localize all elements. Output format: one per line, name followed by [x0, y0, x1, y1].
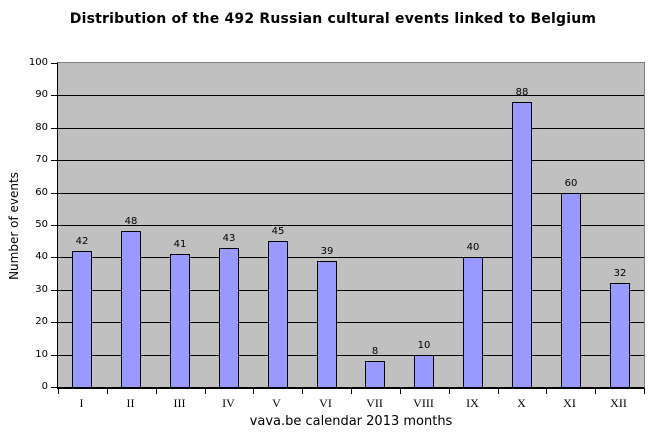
bar [170, 254, 190, 387]
bar-value-label: 45 [271, 226, 285, 237]
plot-area: 42 48 41 43 45 39 8 10 40 88 60 32 [57, 62, 645, 389]
bar-value-label: 88 [515, 87, 529, 98]
gridline [58, 127, 644, 129]
bar-value-label: 48 [124, 216, 138, 227]
bar [561, 193, 581, 387]
x-tick-label: VIII [413, 396, 434, 410]
y-axis-tick [51, 387, 57, 388]
y-axis-tick [51, 355, 57, 356]
x-axis-label: vava.be calendar 2013 months [249, 414, 453, 429]
x-tick-label: X [517, 396, 526, 410]
y-tick-label: 40 [35, 251, 48, 262]
x-tick-label: IV [222, 396, 235, 410]
y-axis-tick [51, 160, 57, 161]
x-axis-tick [400, 389, 401, 394]
bar-value-label: 43 [222, 233, 236, 244]
y-axis-tick [51, 63, 57, 64]
x-tick-label: VII [366, 396, 383, 410]
y-tick-label: 100 [28, 57, 48, 68]
bar-value-label: 32 [613, 268, 627, 279]
y-axis-tick [51, 225, 57, 226]
gridline [58, 192, 644, 194]
x-tick-label: V [272, 396, 281, 410]
x-axis-tick [449, 389, 450, 394]
y-tick-label: 20 [35, 316, 48, 327]
bar-value-label: 40 [466, 242, 480, 253]
x-axis-tick [156, 389, 157, 394]
x-tick-label: III [173, 396, 186, 410]
bar [72, 251, 92, 387]
y-axis-tick [51, 290, 57, 291]
bar [317, 261, 337, 387]
y-axis-tick [51, 95, 57, 96]
y-tick-label: 30 [35, 284, 48, 295]
x-tick-label: VI [319, 396, 332, 410]
bar-value-label: 60 [564, 178, 578, 189]
bar-value-label: 42 [75, 236, 89, 247]
bar [414, 355, 434, 387]
x-tick-label: I [79, 396, 84, 410]
y-axis-tick [51, 322, 57, 323]
x-axis-tick [498, 389, 499, 394]
x-tick-label: XII [610, 396, 627, 410]
bar [219, 248, 239, 387]
y-axis-tick [51, 193, 57, 194]
x-axis-tick [205, 389, 206, 394]
gridline [58, 225, 644, 226]
bar [610, 283, 630, 387]
gridline [58, 354, 644, 356]
gridline [58, 257, 644, 259]
x-tick-label: II [126, 396, 135, 410]
x-axis-tick [351, 389, 352, 394]
gridline [58, 322, 644, 324]
x-axis-tick [546, 389, 547, 394]
x-tick-label: XI [563, 396, 576, 410]
y-tick-label: 60 [35, 187, 48, 198]
x-axis-tick [595, 389, 596, 394]
y-tick-label: 0 [41, 381, 48, 392]
bar [512, 102, 532, 387]
x-axis-tick [644, 389, 645, 394]
y-axis-tick [51, 257, 57, 258]
bar [365, 361, 385, 387]
y-tick-label: 80 [35, 122, 48, 133]
gridline [58, 289, 644, 291]
y-tick-label: 90 [35, 89, 48, 100]
bar-value-label: 39 [320, 246, 334, 257]
bar [463, 257, 483, 387]
gridline [58, 160, 644, 162]
bar [268, 241, 288, 387]
bar-value-label: 8 [371, 346, 379, 357]
y-tick-label: 70 [35, 154, 48, 165]
y-tick-label: 50 [35, 219, 48, 230]
bar-value-label: 10 [417, 340, 431, 351]
x-axis-tick [58, 389, 59, 394]
y-tick-label: 10 [35, 349, 48, 360]
bar [121, 231, 141, 387]
chart-title: Distribution of the 492 Russian cultural… [69, 11, 597, 27]
x-axis-tick [302, 389, 303, 394]
x-axis-tick [253, 389, 254, 394]
bar-value-label: 41 [173, 239, 187, 250]
gridline [58, 95, 644, 97]
y-axis-tick [51, 128, 57, 129]
x-axis-tick [107, 389, 108, 394]
x-tick-label: IX [466, 396, 479, 410]
